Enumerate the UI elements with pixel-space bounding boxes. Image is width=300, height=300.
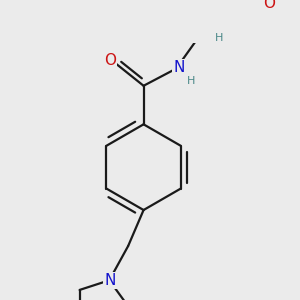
Text: H: H: [188, 76, 196, 85]
Text: H: H: [215, 33, 223, 43]
Text: N: N: [173, 60, 184, 75]
Text: O: O: [104, 52, 116, 68]
Text: O: O: [263, 0, 275, 11]
Text: N: N: [104, 273, 116, 288]
